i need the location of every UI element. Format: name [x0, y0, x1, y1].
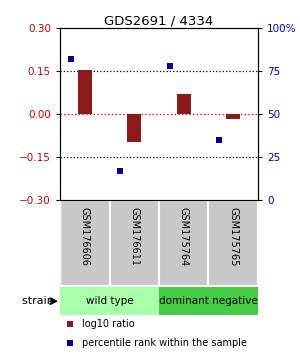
- Bar: [127, 114, 141, 142]
- Title: GDS2691 / 4334: GDS2691 / 4334: [104, 14, 214, 27]
- Bar: [60, 200, 110, 286]
- Point: [68, 56, 73, 62]
- Text: GSM175765: GSM175765: [228, 207, 238, 267]
- Bar: [78, 70, 92, 114]
- Text: dominant negative: dominant negative: [159, 296, 258, 306]
- Bar: [177, 94, 191, 114]
- Text: wild type: wild type: [86, 296, 133, 306]
- Text: percentile rank within the sample: percentile rank within the sample: [82, 338, 247, 348]
- Bar: [110, 200, 159, 286]
- Point: [167, 63, 172, 69]
- Point: [217, 137, 222, 143]
- Point: [118, 168, 123, 174]
- Point: [247, 262, 251, 267]
- Bar: [226, 114, 240, 119]
- Text: GSM175764: GSM175764: [179, 207, 189, 267]
- Bar: [159, 200, 208, 286]
- Bar: [60, 287, 159, 315]
- Text: strain: strain: [22, 296, 57, 306]
- Text: GSM176611: GSM176611: [129, 207, 139, 266]
- Text: GSM176606: GSM176606: [80, 207, 90, 266]
- Bar: [159, 287, 258, 315]
- Text: log10 ratio: log10 ratio: [82, 319, 134, 329]
- Point: [247, 87, 251, 92]
- Bar: [208, 200, 258, 286]
